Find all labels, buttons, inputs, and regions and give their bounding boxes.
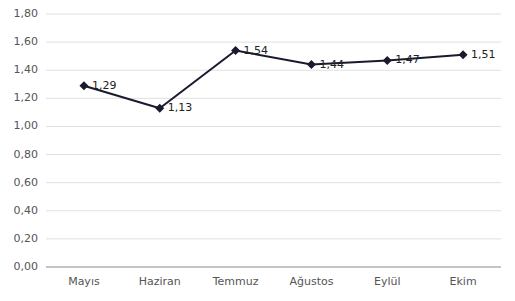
marker [79, 81, 88, 90]
x-tick-label: Temmuz [212, 275, 259, 288]
grid-line [46, 267, 501, 268]
grid-line [46, 182, 501, 183]
data-label: 1,54 [244, 44, 268, 57]
line [84, 51, 463, 109]
y-tick-label: 0,80 [14, 148, 39, 161]
plot-area [79, 46, 467, 113]
grid-line [46, 42, 501, 43]
data-label: 1,29 [92, 79, 117, 92]
marker [307, 60, 316, 69]
grid [46, 14, 501, 267]
y-tick-label: 1,00 [14, 119, 39, 132]
data-label: 1,47 [395, 53, 420, 66]
x-tick-label: Mayıs [68, 275, 100, 288]
grid-line [46, 14, 501, 15]
y-tick-label: 0,20 [14, 232, 39, 245]
x-tick-label: Eylül [374, 275, 401, 288]
y-tick-label: 0,40 [14, 204, 39, 217]
y-tick-label: 0,60 [14, 176, 39, 189]
y-tick-label: 0,00 [14, 260, 39, 273]
marker [155, 104, 164, 113]
marker [383, 56, 392, 65]
grid-line [46, 126, 501, 127]
data-label: 1,13 [168, 101, 193, 114]
marker [459, 50, 468, 59]
y-tick-label: 1,60 [14, 35, 39, 48]
y-tick-label: 1,40 [14, 63, 39, 76]
grid-line [46, 210, 501, 211]
x-tick-label: Haziran [139, 275, 181, 288]
chart: 0,00 0,20 0,40 0,60 0,80 1,00 1,20 1,40 1,60 1,80… [0, 0, 515, 301]
grid-line [46, 98, 501, 99]
x-tick-label: Ağustos [289, 275, 333, 288]
grid-line [46, 154, 501, 155]
grid-line [46, 238, 501, 239]
y-tick-label: 1,80 [14, 7, 39, 20]
data-label: 1,44 [319, 58, 344, 71]
y-tick-label: 1,20 [14, 91, 39, 104]
data-label: 1,51 [471, 48, 496, 61]
grid-line [46, 70, 501, 71]
x-axis-line [46, 267, 501, 268]
marker [231, 46, 240, 55]
x-tick-label: Ekim [450, 275, 477, 288]
